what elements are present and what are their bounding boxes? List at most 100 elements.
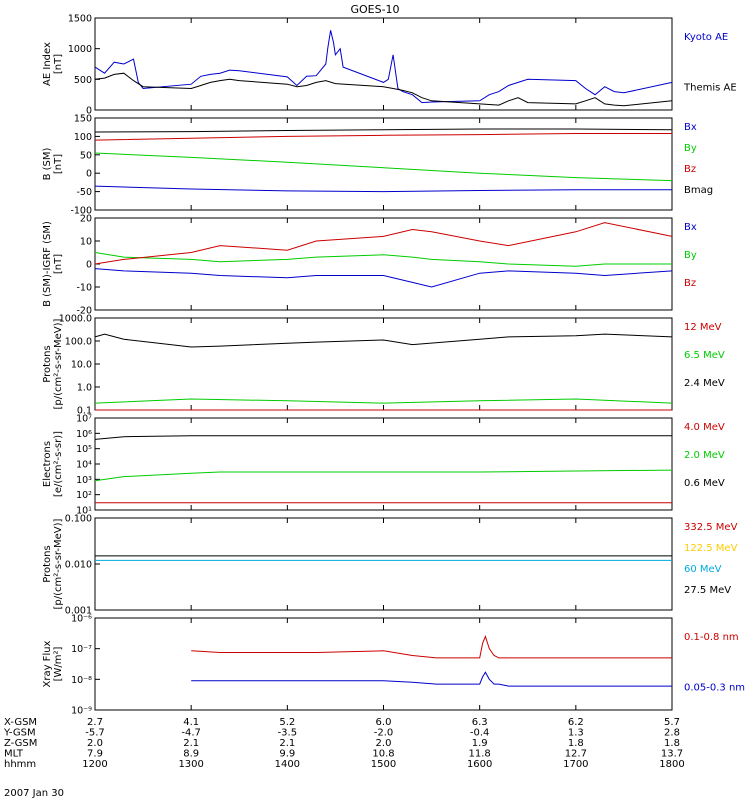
legend-entry: By: [684, 143, 697, 154]
legend-entry: 0.05-0.3 nm: [684, 683, 745, 694]
ephemeris-value: -2.0: [374, 728, 394, 739]
y-axis-label: [nT]: [53, 154, 64, 174]
legend-entry: 12 MeV: [684, 322, 722, 333]
ephemeris-value: 2.0: [87, 738, 103, 749]
y-axis-label: [e/(cm²-s-sr)]: [53, 431, 64, 497]
y-axis-label: Protons: [42, 545, 53, 582]
y-axis-label: [nT]: [53, 54, 64, 74]
ephemeris-value: 1.8: [664, 738, 680, 749]
panel-7: 10⁻⁹ 10⁻⁸ 10⁻⁷ 10⁻⁶ Xray Flux [W/m²] 0.1-0.8 n…: [42, 614, 745, 717]
series-line-1: [191, 671, 672, 687]
y-tick-label: 0: [86, 169, 92, 180]
y-tick-label: 10³: [76, 475, 92, 486]
y-tick-label: 500: [74, 75, 92, 86]
ephemeris-value: 2.7: [87, 717, 103, 728]
series-line-2: [94, 333, 673, 348]
panel-frame: [94, 17, 673, 111]
y-tick-label: -10: [76, 283, 92, 294]
legend-entry: 27.5 MeV: [684, 585, 731, 596]
y-tick-label: 1000.0: [59, 314, 92, 325]
series-line-0: [191, 635, 672, 659]
y-axis-label: Xray Flux: [42, 640, 53, 687]
ephemeris-value: 2.1: [183, 738, 199, 749]
panel-3: -20 -10 0 10 20 B (SM)-IGRF (SM) [nT] Bx By Bz: [42, 214, 697, 317]
legend-entry: 2.0 MeV: [684, 450, 725, 461]
series-line-1: [94, 152, 673, 182]
ephemeris-value: 9.9: [279, 749, 295, 760]
ephemeris-value: 13.7: [661, 749, 683, 760]
ephemeris-value: 7.9: [87, 749, 103, 760]
y-tick-label: 0.001: [65, 606, 92, 617]
legend-entry: Kyoto AE: [684, 32, 728, 43]
ephemeris-value: 6.3: [472, 717, 488, 728]
ephemeris-row-label: Z-GSM: [4, 738, 37, 749]
panel-2: -100 -50 0 50 100 150 B (SM) [nT] Bx By Bz Bmag: [42, 114, 713, 217]
y-tick-label: 10: [80, 237, 92, 248]
ephemeris-value: 11.8: [469, 749, 491, 760]
panel-1: 0 500 1000 1500 AE Index [nT] Kyoto AE Themis A…: [42, 14, 737, 117]
ephemeris-value: 8.9: [183, 749, 199, 760]
ephemeris-value: -0.4: [470, 728, 490, 739]
y-tick-label: 10⁵: [76, 444, 92, 455]
legend-entry: By: [684, 250, 697, 261]
ephemeris-value: 12.7: [565, 749, 587, 760]
y-tick-label: 150: [74, 114, 92, 125]
series-line-3: [94, 128, 673, 133]
series-line-1: [94, 72, 673, 107]
y-axis-label: [nT]: [53, 254, 64, 274]
y-tick-label: 0: [86, 106, 92, 117]
ephemeris-value: 1700: [563, 759, 588, 770]
ephemeris-value: 1800: [659, 759, 684, 770]
ephemeris-value: 1.9: [472, 738, 488, 749]
y-tick-label: 20: [80, 214, 92, 225]
y-tick-label: 10⁷: [76, 414, 92, 425]
ephemeris-value: -3.5: [278, 728, 298, 739]
legend-entry: 4.0 MeV: [684, 422, 725, 433]
y-tick-label: 10⁻⁷: [71, 644, 92, 655]
y-tick-label: 10⁴: [76, 460, 92, 471]
legend-entry: 6.5 MeV: [684, 350, 725, 361]
ephemeris-value: 2.0: [376, 738, 392, 749]
series-line-0: [94, 185, 672, 193]
legend-entry: 0.1-0.8 nm: [684, 632, 739, 643]
legend-entry: 0.6 MeV: [684, 478, 725, 489]
ephemeris-value: 2.1: [279, 738, 295, 749]
legend-entry: 2.4 MeV: [684, 378, 725, 389]
y-tick-label: 100: [74, 132, 92, 143]
y-tick-label: 0: [86, 260, 92, 271]
y-tick-label: 100.0: [65, 337, 92, 348]
ephemeris-value: 6.0: [376, 717, 392, 728]
series-line-1: [94, 252, 672, 267]
y-tick-label: 1.0: [77, 383, 92, 394]
legend-entry: Bz: [684, 278, 696, 289]
y-axis-label: [W/m²]: [53, 646, 64, 681]
y-tick-label: 0.010: [65, 560, 92, 571]
ephemeris-row-label: Y-GSM: [3, 728, 36, 739]
ephemeris-row-label: MLT: [4, 749, 24, 760]
ephemeris-row-label: hhmm: [4, 759, 36, 770]
ephemeris-value: 1300: [178, 759, 203, 770]
ephemeris-value: 5.7: [664, 717, 680, 728]
legend-entry: Bz: [684, 164, 696, 175]
legend-entry: 122.5 MeV: [684, 543, 738, 554]
panel-frame: [94, 317, 673, 411]
y-tick-label: 10.0: [71, 360, 92, 371]
legend-entry: 60 MeV: [684, 564, 722, 575]
ephemeris-value: 1600: [467, 759, 492, 770]
ephemeris-row-label: X-GSM: [4, 717, 37, 728]
ephemeris-value: 2.8: [664, 728, 680, 739]
ephemeris-value: -4.7: [181, 728, 201, 739]
series-line-2: [94, 133, 672, 141]
y-tick-label: 0.100: [65, 514, 92, 525]
legend-entry: Bx: [684, 222, 697, 233]
legend-entry: 332.5 MeV: [684, 522, 738, 533]
series-line-1: [94, 398, 673, 404]
y-tick-label: 1500: [68, 14, 92, 25]
y-tick-label: 50: [80, 150, 92, 161]
y-tick-label: 1000: [68, 44, 92, 55]
date-label: 2007 Jan 30: [4, 788, 64, 799]
y-axis-label: B (SM)-IGRF (SM): [42, 221, 53, 307]
y-tick-label: 10⁶: [76, 429, 92, 440]
